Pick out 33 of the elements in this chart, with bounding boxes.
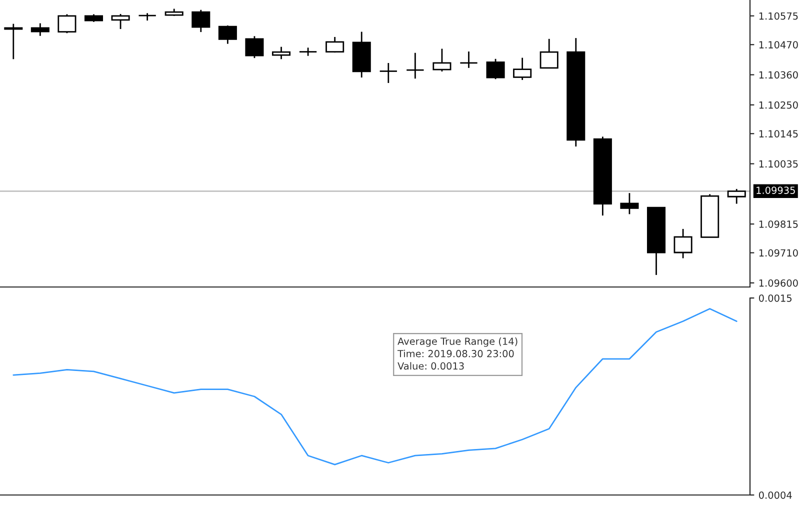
- y-tick-label: 1.09815: [759, 220, 798, 228]
- candlestick: [326, 36, 344, 54]
- y-tick-label: 1.10360: [759, 71, 798, 79]
- y-tick-label: 1.09600: [759, 279, 798, 287]
- y-tick-label: 1.10035: [759, 160, 798, 168]
- candlestick: [727, 188, 746, 204]
- candlestick: [111, 13, 130, 30]
- candlestick: [540, 38, 558, 69]
- candlestick: [486, 58, 505, 80]
- line-series: [12, 308, 738, 466]
- candlestick: [58, 14, 76, 34]
- candlestick: [674, 228, 692, 259]
- candlestick: [192, 9, 210, 33]
- annotation: Average True Range (14) Time: 2019.08.30 23:00 Value: 0.0013: [397, 337, 518, 370]
- candlestick: [30, 22, 50, 37]
- y-tick-label: 1.10145: [759, 130, 798, 138]
- y-tick-label: 1.10575: [759, 12, 798, 20]
- candlestick: [513, 57, 532, 81]
- ref-line-label: 1.09935: [756, 186, 795, 194]
- y-tick-label: 1.10470: [759, 41, 798, 48]
- y-tick-label: 0.0015: [758, 294, 792, 302]
- candlestick: [379, 62, 398, 84]
- candlestick: [620, 192, 639, 215]
- y-tick-label: 1.10250: [759, 101, 798, 109]
- candlestick: [4, 23, 23, 60]
- y-tick-label: 1.09710: [759, 249, 798, 257]
- candlestick: [459, 50, 478, 69]
- candlestick: [245, 35, 264, 59]
- y-tick-label: 0.0004: [758, 491, 792, 499]
- candlestick: [218, 24, 237, 45]
- candlestick: [272, 46, 291, 60]
- candlestick: [406, 52, 424, 80]
- candlestick: [432, 48, 452, 72]
